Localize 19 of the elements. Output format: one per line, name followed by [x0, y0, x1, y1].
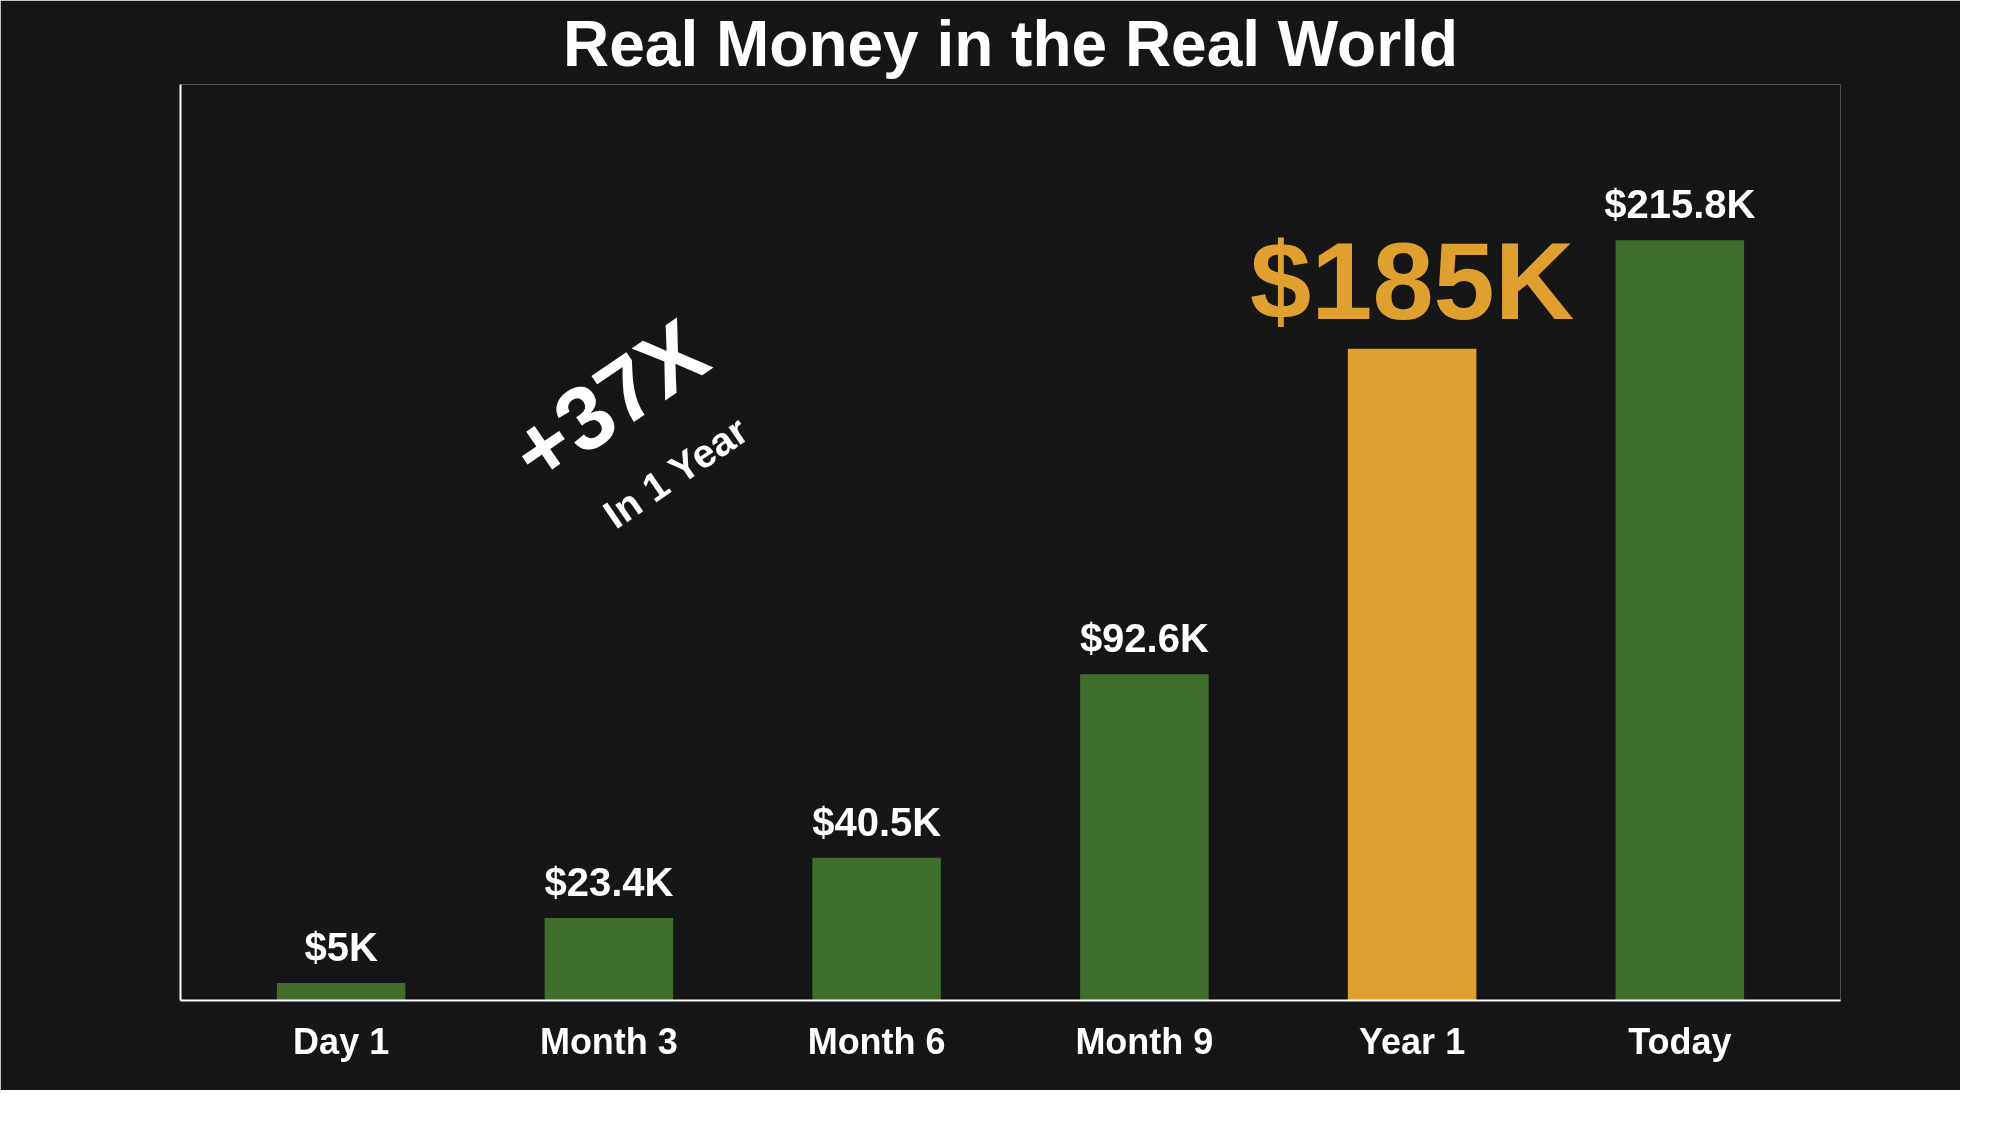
bar [276, 982, 406, 1001]
bar [544, 918, 674, 1001]
x-tick-label: Month 9 [1075, 1020, 1214, 1062]
x-tick-label: Today [1628, 1020, 1732, 1062]
x-tick-label: Month 3 [539, 1020, 678, 1062]
bar [1615, 240, 1745, 1001]
bar [1347, 348, 1477, 1001]
x-tick-label: Month 6 [807, 1020, 946, 1062]
data-label: $92.6K [1079, 616, 1209, 661]
data-label: $23.4K [544, 859, 674, 904]
bar [1080, 674, 1209, 1001]
x-tick-label: Day 1 [293, 1020, 390, 1062]
bar [812, 857, 941, 1001]
data-label: $40.5K [812, 799, 942, 844]
data-label: $185K [1250, 218, 1575, 342]
x-tick-label: Year 1 [1359, 1020, 1466, 1062]
data-label: $215.8K [1604, 182, 1756, 227]
data-label: $5K [304, 924, 378, 969]
chart-title: Real Money in the Real World [563, 7, 1458, 80]
